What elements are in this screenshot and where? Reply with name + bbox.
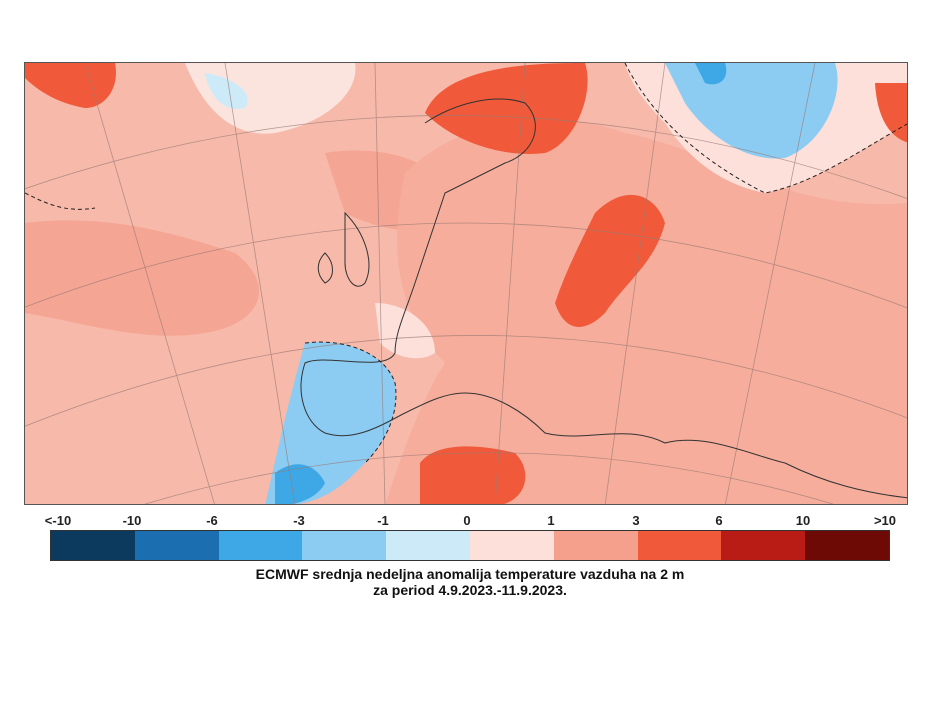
greenland-cool-patch bbox=[205, 73, 248, 109]
map-canvas bbox=[25, 63, 907, 504]
coastlines bbox=[300, 98, 907, 499]
legend-tick-label: -1 bbox=[377, 513, 389, 528]
legend-tick-label: -3 bbox=[293, 513, 305, 528]
iberia-cool-anomaly bbox=[265, 342, 396, 504]
legend-tick-label: -6 bbox=[206, 513, 218, 528]
legend-tick-label: 6 bbox=[715, 513, 723, 528]
color-scale-legend bbox=[50, 530, 890, 561]
scandinavia-hot-anomaly bbox=[425, 63, 588, 154]
legend-swatch bbox=[218, 531, 303, 560]
legend-tick-label: >10 bbox=[873, 513, 897, 528]
atlantic-warm-band bbox=[25, 220, 259, 336]
legend-tick-label: 3 bbox=[632, 513, 640, 528]
legend-swatch bbox=[721, 531, 806, 560]
legend-swatch bbox=[134, 531, 219, 560]
morocco-cool-core bbox=[275, 464, 325, 504]
legend-swatch bbox=[553, 531, 638, 560]
legend-swatch bbox=[469, 531, 554, 560]
caption-period: za period 4.9.2023.-11.9.2023. bbox=[373, 582, 567, 598]
graticule bbox=[25, 63, 907, 504]
legend-tick-label: 10 bbox=[795, 513, 811, 528]
east-hot-spot bbox=[875, 83, 907, 143]
caption-title: ECMWF srednja nedeljna anomalija tempera… bbox=[255, 566, 685, 582]
eastern-europe-hot-anomaly bbox=[555, 194, 665, 327]
map-caption: ECMWF srednja nedeljna anomalija tempera… bbox=[0, 566, 940, 598]
legend-tick-label: 0 bbox=[463, 513, 471, 528]
legend-swatch bbox=[51, 531, 135, 560]
russia-cool-anomaly bbox=[665, 63, 838, 159]
legend-tick-label: 1 bbox=[547, 513, 555, 528]
france-neutral-area bbox=[375, 303, 435, 359]
northwest-hot-corner bbox=[25, 63, 116, 108]
temperature-anomaly-map bbox=[24, 62, 908, 505]
legend-tick-label: <-10 bbox=[44, 513, 72, 528]
zero-contours bbox=[25, 63, 907, 464]
eurasia-africa-land bbox=[385, 118, 907, 504]
legend-swatch bbox=[302, 531, 387, 560]
legend-swatch bbox=[386, 531, 470, 560]
legend-swatch bbox=[637, 531, 722, 560]
russia-cold-core bbox=[695, 63, 727, 85]
legend-swatch bbox=[805, 531, 889, 560]
legend-tick-label: -10 bbox=[122, 513, 142, 528]
algeria-hot-anomaly bbox=[420, 446, 526, 504]
